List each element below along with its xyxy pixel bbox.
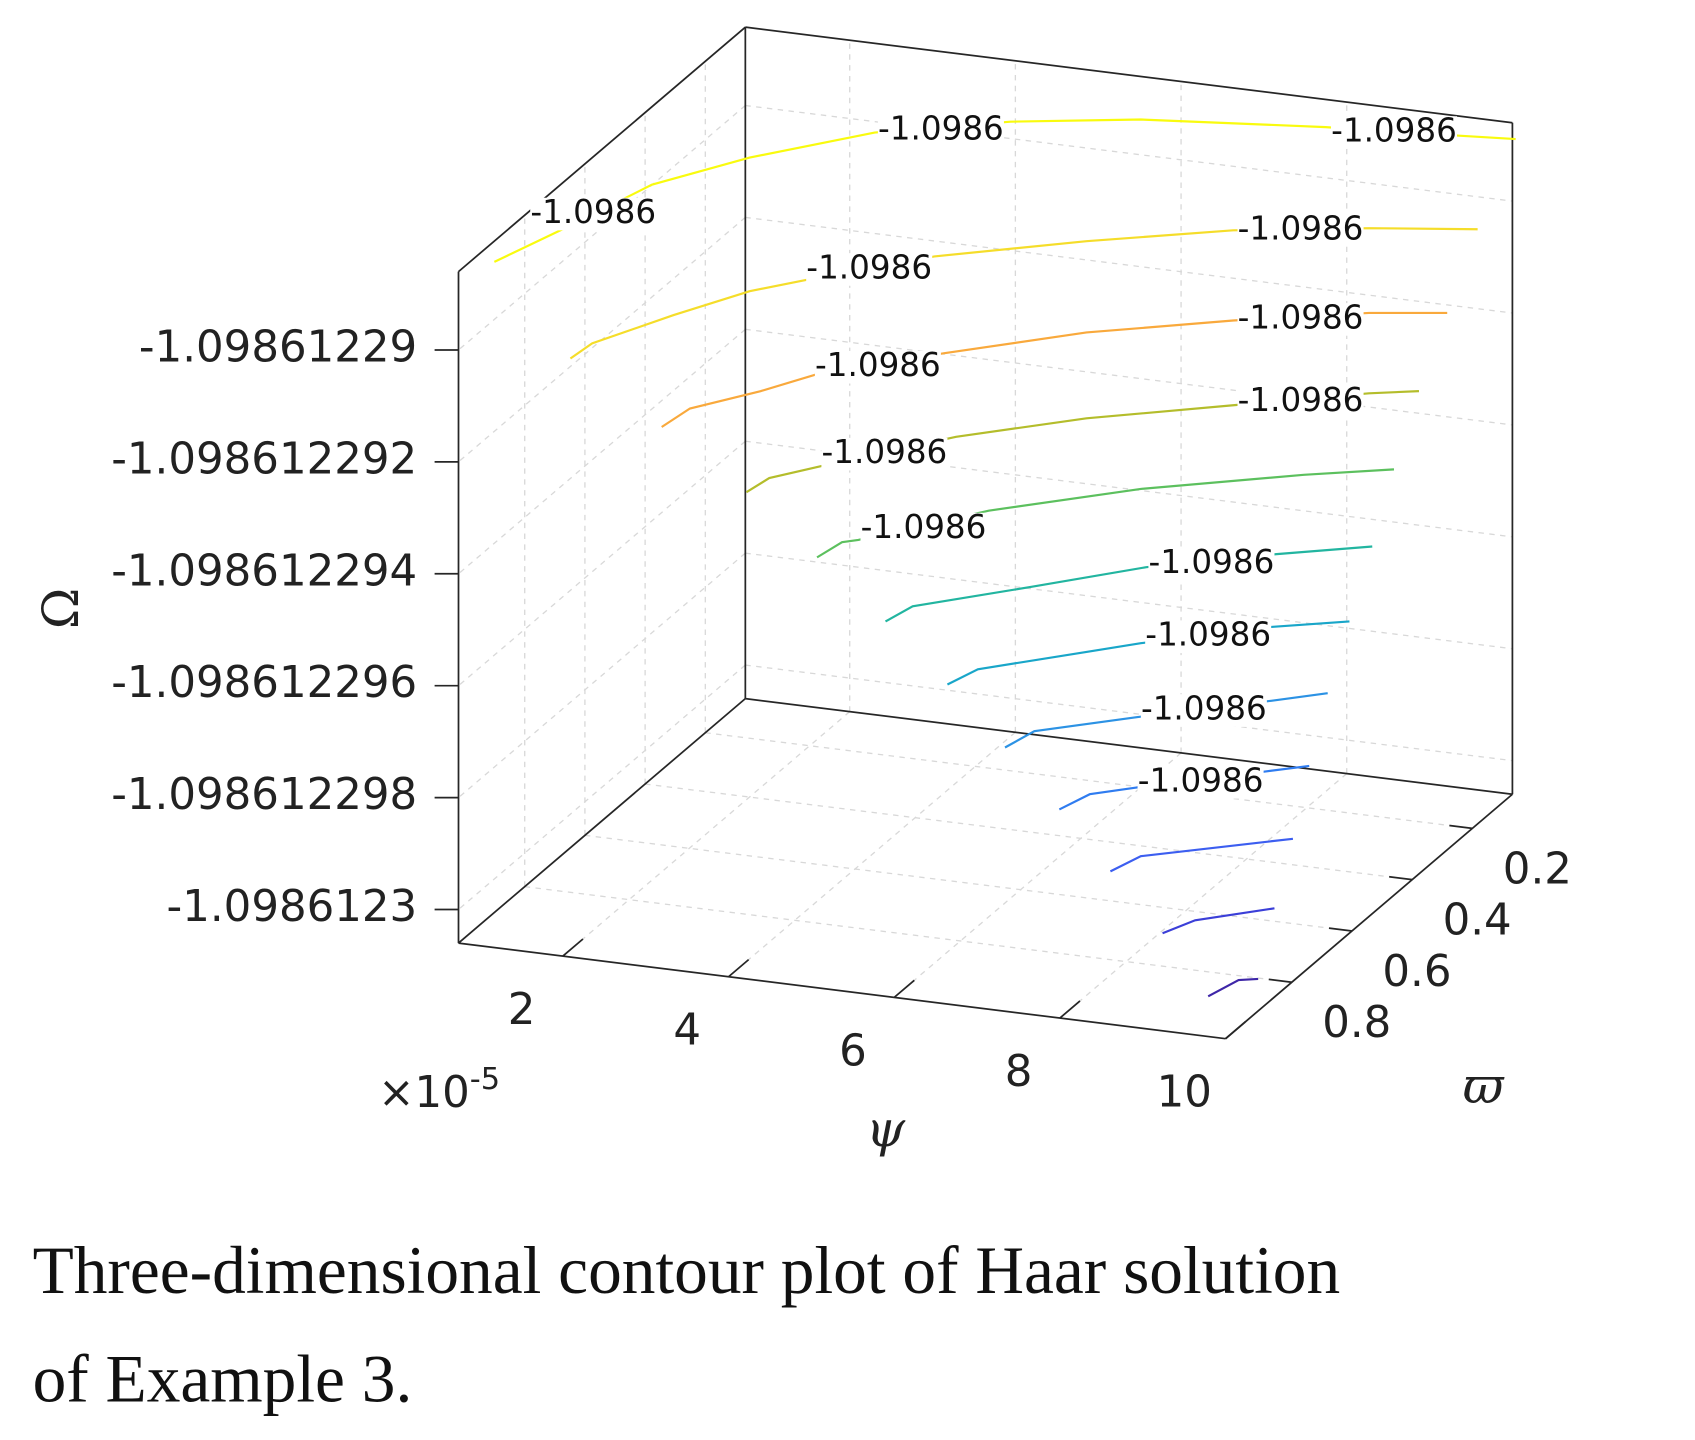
x-multiplier: ×10	[378, 1068, 470, 1118]
y-axis-label: ϖ	[1463, 1057, 1505, 1115]
contour-line	[1207, 977, 1259, 998]
x-axis-label: ψ	[866, 1100, 906, 1158]
contour-label: -1.0986	[878, 109, 1004, 147]
plot-area: Three-dimensional contour plot of Haar s…	[32, 26, 1572, 1417]
contour-line	[816, 468, 1395, 559]
contour-label-bg	[530, 197, 657, 231]
x-exponent-power: -5	[470, 1061, 500, 1096]
contour-label: -1.0986	[806, 248, 932, 286]
contour-label-bg	[814, 350, 941, 384]
z-tick-label: -1.0986123	[167, 882, 418, 932]
z-tick-label: -1.098612296	[111, 658, 417, 708]
caption-line: of Example 3.	[33, 1342, 413, 1417]
x-exponent: ×10-5	[378, 1061, 500, 1117]
x-tick	[1225, 1020, 1247, 1040]
x-tick	[727, 958, 750, 978]
grid-line	[745, 664, 1513, 762]
y-tick	[1268, 978, 1292, 984]
z-axis-label: Ω	[32, 588, 90, 629]
grid-line	[728, 731, 1016, 978]
x-tick	[893, 979, 915, 999]
grid-line	[458, 328, 746, 575]
x-tick	[1059, 1000, 1081, 1019]
contour-label: -1.0986	[1238, 298, 1364, 336]
contour-line	[1162, 907, 1275, 935]
y-tick	[1449, 824, 1473, 830]
contour-label-bg	[1145, 620, 1272, 653]
box-edge	[457, 26, 746, 273]
grid-line	[745, 440, 1513, 538]
contour-label: -1.0986	[1149, 543, 1275, 581]
contour-label: -1.0986	[1145, 616, 1271, 654]
x-tick	[562, 938, 584, 957]
caption-line: Three-dimensional contour plot of Haar s…	[33, 1233, 1341, 1308]
x-tick-label: 6	[839, 1026, 867, 1076]
contour-label: -1.0986	[1331, 112, 1457, 150]
grid-line	[705, 732, 1473, 829]
grid-line	[524, 886, 1292, 983]
contour-label-bg	[1237, 385, 1364, 419]
grid-line	[458, 440, 746, 687]
grid-line	[645, 783, 1413, 881]
y-tick-label: 0.2	[1503, 844, 1572, 894]
y-tick-label: 0.8	[1322, 998, 1391, 1048]
contour-label-bg	[1237, 214, 1364, 247]
contour-label-bg	[877, 114, 1004, 147]
contour-label-bg	[1137, 765, 1264, 799]
box-edge	[458, 942, 1226, 1040]
box-edge	[745, 26, 1513, 124]
contour-label-bg	[1140, 694, 1267, 727]
grid-line	[1059, 773, 1348, 1019]
box-edge	[457, 697, 746, 944]
contour-label: -1.0986	[1238, 209, 1364, 247]
grid-line	[584, 834, 1353, 932]
x-tick-label: 4	[673, 1006, 701, 1056]
contour-label: -1.0986	[1238, 381, 1364, 419]
contour-label-bg	[860, 512, 987, 546]
z-tick-label: -1.098612292	[111, 434, 417, 484]
contour-line	[1109, 837, 1294, 873]
grid-line	[745, 552, 1513, 650]
contour-label-bg	[1330, 116, 1457, 149]
grid-line	[893, 752, 1182, 998]
y-tick-label: 0.4	[1443, 896, 1512, 946]
y-tick-label: 0.6	[1382, 947, 1451, 997]
contour-label-bg	[1237, 303, 1364, 336]
y-tick	[1389, 875, 1413, 881]
grid-line	[562, 711, 851, 957]
contour-label: -1.0986	[1141, 690, 1267, 728]
grid-line	[458, 664, 746, 911]
box-edge	[745, 697, 1513, 796]
contour-line	[1004, 692, 1328, 749]
box-edge	[1225, 793, 1513, 1040]
z-tick-label: -1.09861229	[139, 322, 417, 372]
x-tick-label: 2	[508, 985, 536, 1035]
contour-label-bg	[821, 437, 948, 471]
contour-line	[946, 620, 1350, 686]
contour-label-bg	[806, 253, 933, 286]
z-tick-label: -1.098612294	[111, 546, 417, 596]
contour-line	[884, 545, 1373, 623]
contour-label-bg	[1148, 547, 1275, 581]
z-tick-label: -1.098612298	[111, 770, 417, 820]
grid-line	[745, 104, 1513, 202]
contour-label: -1.0986	[861, 508, 987, 546]
grid-line	[458, 552, 746, 799]
grid-line	[745, 328, 1513, 426]
contour-label: -1.0986	[822, 433, 948, 471]
contour-label: -1.0986	[1138, 761, 1264, 799]
contour-line	[569, 227, 1478, 360]
x-tick-label: 8	[1005, 1047, 1033, 1097]
contour-label: -1.0986	[815, 346, 941, 384]
x-tick-label: 10	[1157, 1068, 1212, 1118]
grid-line	[745, 216, 1513, 314]
y-tick	[1328, 927, 1353, 932]
contour-line	[1058, 764, 1310, 811]
contour-label: -1.0986	[530, 193, 656, 231]
